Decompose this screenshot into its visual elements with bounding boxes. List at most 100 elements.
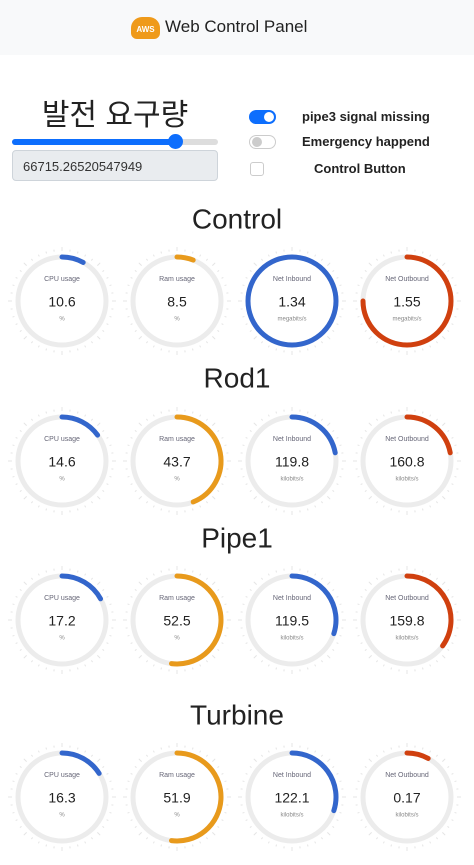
switch[interactable] <box>249 110 276 124</box>
gauge-unit: % <box>174 636 180 642</box>
gauge-tick <box>134 489 137 492</box>
slider[interactable] <box>12 134 218 149</box>
gauge-tick <box>364 648 367 651</box>
gauge-tick <box>327 832 331 836</box>
gauge-tick <box>376 577 379 580</box>
gauge-track <box>360 750 454 844</box>
gauge-tick <box>106 819 109 822</box>
gauge-tick <box>275 508 278 511</box>
gauge-track <box>15 573 109 667</box>
gauge-tick <box>336 436 339 439</box>
toggle-label: Emergency happend <box>302 134 430 149</box>
gauge-tick <box>451 323 454 326</box>
gauge-tick <box>90 418 93 421</box>
gauge-tick <box>451 642 454 645</box>
gauge-tick <box>376 754 379 757</box>
gauge-tick <box>253 832 257 836</box>
gauge-tick <box>339 444 342 447</box>
gauge-value: 8.5 <box>167 294 187 310</box>
gauge-tick <box>19 329 22 332</box>
gauge-tick <box>421 348 424 351</box>
gauge-tick <box>332 825 335 828</box>
gauge-tick <box>221 323 224 326</box>
gauge-tick <box>102 825 105 828</box>
gauge-tick <box>364 766 367 769</box>
gauge-tick <box>15 436 18 439</box>
gauge-tick <box>376 341 379 344</box>
gauge-tick <box>90 258 93 261</box>
gauge-track <box>360 254 454 348</box>
gauge-tick <box>339 284 342 287</box>
gauge-tick <box>360 819 363 822</box>
gauge-tick <box>242 634 245 637</box>
gauge-tick <box>130 276 133 279</box>
gauge-tick <box>382 573 385 576</box>
gauge-tick <box>199 573 202 576</box>
gauge-tick <box>191 251 194 254</box>
gauge-arc <box>289 573 339 637</box>
gauge-label: Net Inbound <box>273 595 311 602</box>
gauge-tick <box>102 489 105 492</box>
gauge-tick <box>12 284 15 287</box>
slider-thumb[interactable] <box>168 134 183 149</box>
gauge-tick <box>109 444 112 447</box>
gauge-tick <box>127 780 130 783</box>
gauge-value: 1.55 <box>393 294 420 310</box>
gauge-tick <box>261 754 264 757</box>
gauge-tick <box>146 754 149 757</box>
gauge-tick <box>339 634 342 637</box>
gauge-tick <box>127 475 130 478</box>
gauge-tick <box>320 837 323 840</box>
gauge-tick <box>454 444 457 447</box>
gauge-tick <box>76 667 79 670</box>
gauge-tick <box>152 750 155 753</box>
gauge-tick <box>152 505 155 508</box>
gauge-tick <box>368 832 372 836</box>
gauge-tick <box>45 747 48 750</box>
gauge-tick <box>275 411 278 414</box>
gauge-tick <box>442 262 446 266</box>
gauge-tick <box>242 444 245 447</box>
gauge-tick <box>429 573 432 576</box>
gauge-tick <box>90 341 93 344</box>
gauge-tick <box>382 414 385 417</box>
gauge-tick <box>212 496 216 500</box>
checkbox[interactable] <box>250 162 264 176</box>
gauge-tick <box>76 747 79 750</box>
gauge-tick <box>19 430 22 433</box>
gauge-tick <box>261 577 264 580</box>
gauge-tick <box>357 780 360 783</box>
gauge-tick <box>212 832 216 836</box>
gauge-label: Net Outbound <box>385 436 429 443</box>
gauge-tick <box>245 819 248 822</box>
gauge-tick <box>130 595 133 598</box>
gauge-tick <box>31 341 34 344</box>
gauge-tick <box>327 758 331 762</box>
gauge-tick <box>37 414 40 417</box>
gauge-tick <box>134 430 137 433</box>
gauge-tick <box>267 573 270 576</box>
gauge-tick <box>447 329 450 332</box>
gauge-tick <box>19 825 22 828</box>
gauge-tick <box>261 660 264 663</box>
gauge-label: CPU usage <box>44 436 80 443</box>
switch[interactable] <box>249 135 276 149</box>
gauge-tick <box>320 660 323 663</box>
gauge-tick <box>84 750 87 753</box>
gauge-track <box>360 573 454 667</box>
gauge-unit: kilobits/s <box>395 477 418 483</box>
gauge-tick <box>31 837 34 840</box>
gauge-tick <box>429 664 432 667</box>
gauge-tick <box>249 430 252 433</box>
gauge-tick <box>435 341 438 344</box>
gauge-tick <box>429 750 432 753</box>
gauge-tick <box>138 496 142 500</box>
value-input[interactable]: 66715.26520547949 <box>12 150 218 181</box>
gauge-tick <box>261 341 264 344</box>
gauge-value: 1.34 <box>278 294 305 310</box>
gauge-tick <box>336 595 339 598</box>
gauge-tick <box>15 276 18 279</box>
gauge-unit: % <box>59 317 65 323</box>
gauge-tick <box>242 603 245 606</box>
